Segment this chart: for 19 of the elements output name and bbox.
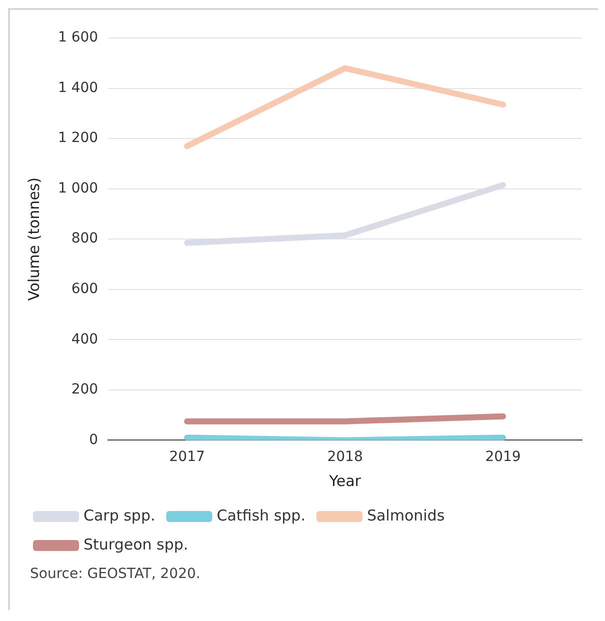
- legend-label: Salmonids: [366, 506, 445, 524]
- y-tick-label: 1 400: [58, 80, 98, 96]
- legend-label: Catfish spp.: [216, 506, 306, 524]
- source-note: Source: GEOSTAT, 2020.: [30, 566, 200, 582]
- legend-label: Sturgeon spp.: [84, 535, 188, 554]
- x-tick-label: 2018: [327, 449, 363, 466]
- legend-label: Carp spp.: [84, 506, 156, 524]
- y-tick-label: 0: [89, 432, 98, 448]
- y-tick-label: 200: [71, 382, 98, 398]
- y-tick-label: 400: [71, 331, 98, 348]
- x-tick-label: 2017: [169, 449, 205, 466]
- y-tick-label: 1 200: [58, 130, 98, 146]
- x-axis-title: Year: [328, 472, 362, 490]
- y-tick-label: 800: [71, 230, 98, 247]
- y-tick-label: 600: [71, 281, 98, 298]
- x-tick-label: 2019: [485, 449, 521, 466]
- y-tick-label: 1 600: [58, 30, 98, 46]
- y-tick-label: 1 000: [58, 180, 98, 196]
- y-axis-title: Volume (tonnes): [24, 177, 43, 301]
